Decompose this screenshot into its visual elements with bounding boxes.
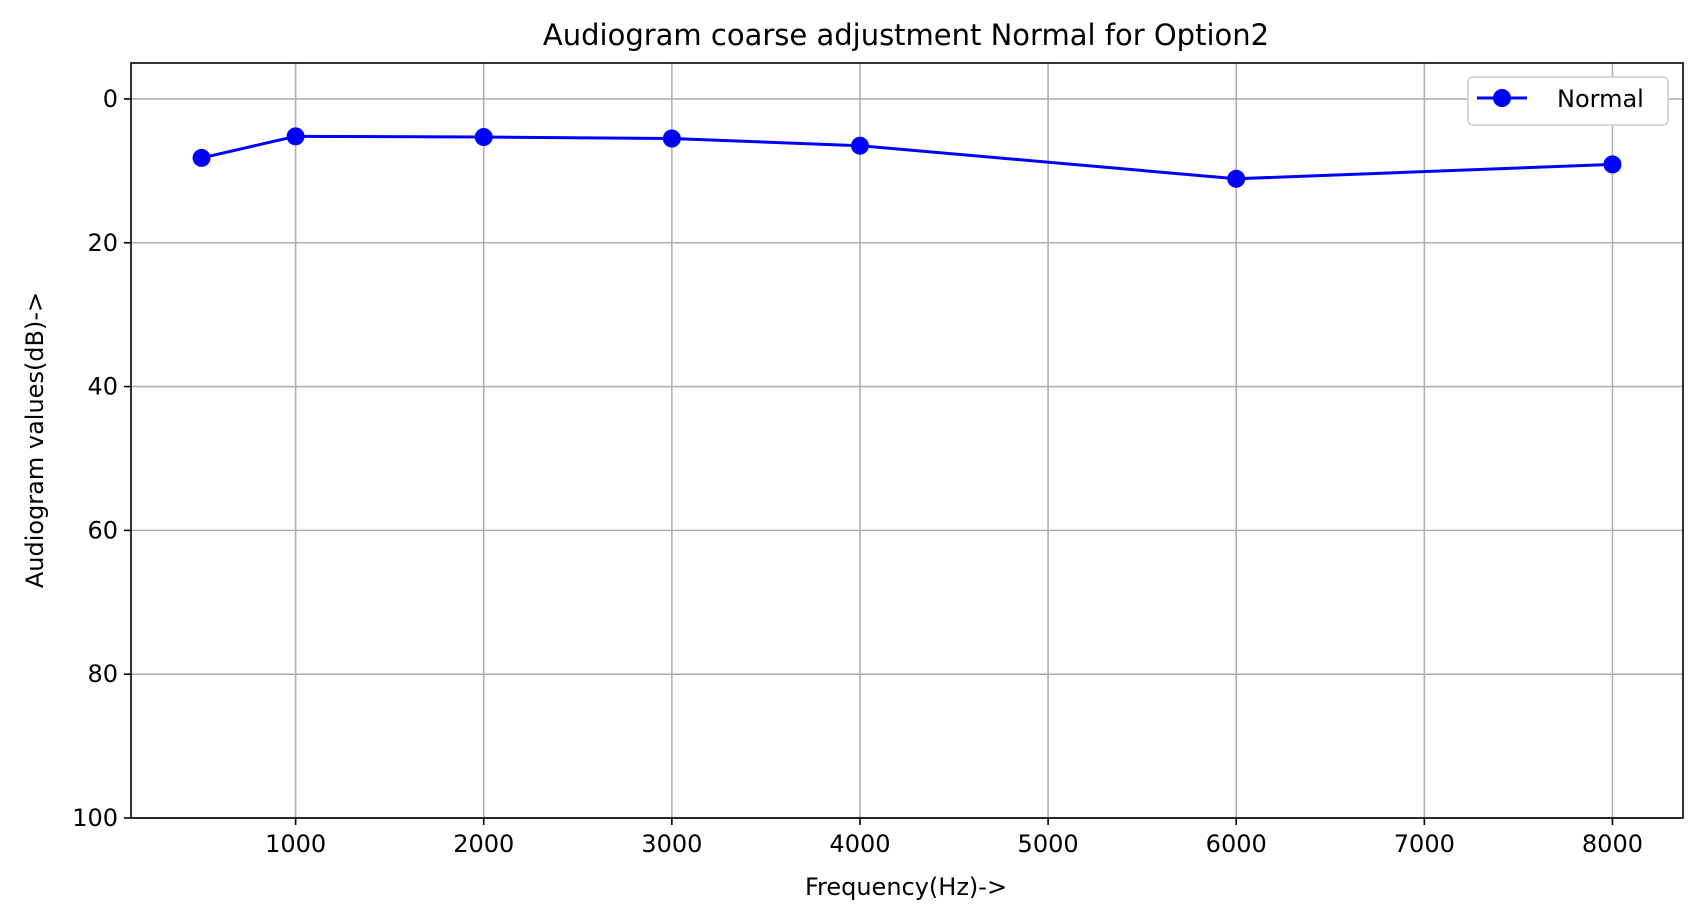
- data-point: [1227, 169, 1246, 188]
- legend-label-normal: Normal: [1557, 85, 1644, 113]
- legend: Normal: [1467, 76, 1669, 126]
- x-tick-label: 6000: [1206, 830, 1267, 858]
- x-tick-label: 7000: [1394, 830, 1455, 858]
- x-tick-label: 2000: [453, 830, 514, 858]
- data-point: [192, 148, 211, 167]
- data-point: [662, 129, 681, 148]
- y-tick-label: 60: [87, 516, 118, 544]
- legend-marker-normal: [1493, 89, 1511, 107]
- y-tick-label: 80: [87, 660, 118, 688]
- data-point: [286, 127, 305, 146]
- y-tick-label: 20: [87, 229, 118, 257]
- y-tick-label: 0: [103, 85, 118, 113]
- data-point: [1603, 155, 1622, 174]
- data-point: [850, 136, 869, 155]
- x-tick-label: 3000: [641, 830, 702, 858]
- x-tick-label: 8000: [1582, 830, 1643, 858]
- y-axis: 0 20 40 60 80 100: [72, 85, 131, 832]
- y-axis-label: Audiogram values(dB)->: [21, 292, 49, 588]
- series-layer: [192, 127, 1622, 188]
- chart-title: Audiogram coarse adjustment Normal for O…: [543, 18, 1269, 52]
- x-axis-label: Frequency(Hz)->: [805, 873, 1007, 901]
- plot-area-frame: [130, 62, 1684, 819]
- data-point: [474, 128, 493, 147]
- x-tick-label: 1000: [265, 830, 326, 858]
- y-tick-label: 40: [87, 373, 118, 401]
- y-tick-label: 100: [72, 804, 118, 832]
- x-axis: 1000 2000 3000 4000 5000 6000 7000 8000: [265, 818, 1643, 858]
- x-tick-label: 5000: [1018, 830, 1079, 858]
- legend-box: [1467, 76, 1669, 126]
- x-tick-label: 4000: [829, 830, 890, 858]
